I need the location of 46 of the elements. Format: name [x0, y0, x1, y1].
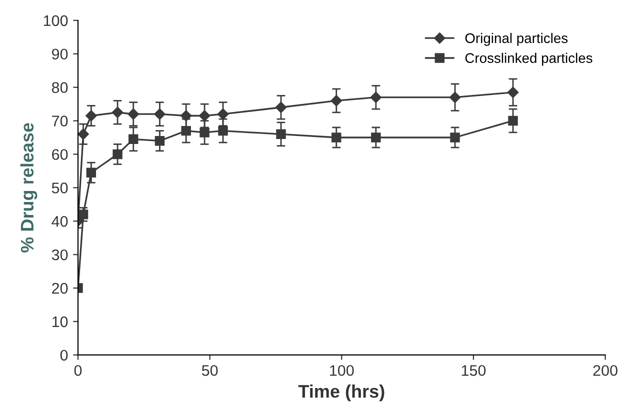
point: [78, 128, 89, 140]
point: [128, 134, 138, 144]
y-tick-label: 0: [60, 350, 68, 361]
x-axis-title: Time (hrs): [298, 384, 384, 402]
point: [217, 108, 229, 120]
point: [198, 110, 210, 122]
point: [78, 210, 88, 220]
point: [128, 108, 139, 120]
point: [218, 126, 228, 136]
y-tick-label: 40: [52, 216, 68, 227]
y-tick-label: 50: [52, 182, 68, 194]
point: [276, 129, 286, 140]
point: [508, 116, 518, 126]
point: [449, 92, 461, 103]
x-tick-label: 100: [330, 365, 354, 376]
y-tick-label: 60: [52, 149, 68, 160]
y-axis-title: % Drug release: [20, 123, 38, 252]
point: [154, 136, 165, 146]
point: [181, 126, 191, 136]
point: [112, 106, 124, 118]
legend-label: Crosslinked particles: [465, 52, 592, 66]
legend-label: Original particles: [465, 32, 568, 46]
point: [200, 128, 210, 138]
point: [332, 132, 342, 142]
x-tick-label: 150: [462, 365, 486, 376]
x-tick-label: 0: [74, 365, 82, 376]
point: [371, 132, 381, 142]
point: [370, 92, 382, 103]
point: [180, 110, 192, 122]
y-tick-label: 70: [52, 116, 68, 126]
y-tick-label: 10: [52, 316, 68, 328]
point: [86, 110, 97, 122]
x-tick-label: 200: [593, 365, 618, 376]
point: [112, 149, 122, 160]
point: [330, 95, 342, 106]
y-tick-label: 30: [52, 249, 68, 260]
point: [86, 168, 96, 178]
x-tick-label: 50: [202, 365, 218, 376]
y-tick-label: 80: [52, 82, 68, 93]
point: [450, 132, 460, 142]
point: [275, 102, 287, 113]
point: [507, 86, 519, 98]
y-tick-label: 100: [44, 15, 68, 26]
y-tick-label: 20: [52, 282, 68, 294]
y-tick-label: 90: [52, 48, 68, 60]
point: [154, 108, 166, 120]
